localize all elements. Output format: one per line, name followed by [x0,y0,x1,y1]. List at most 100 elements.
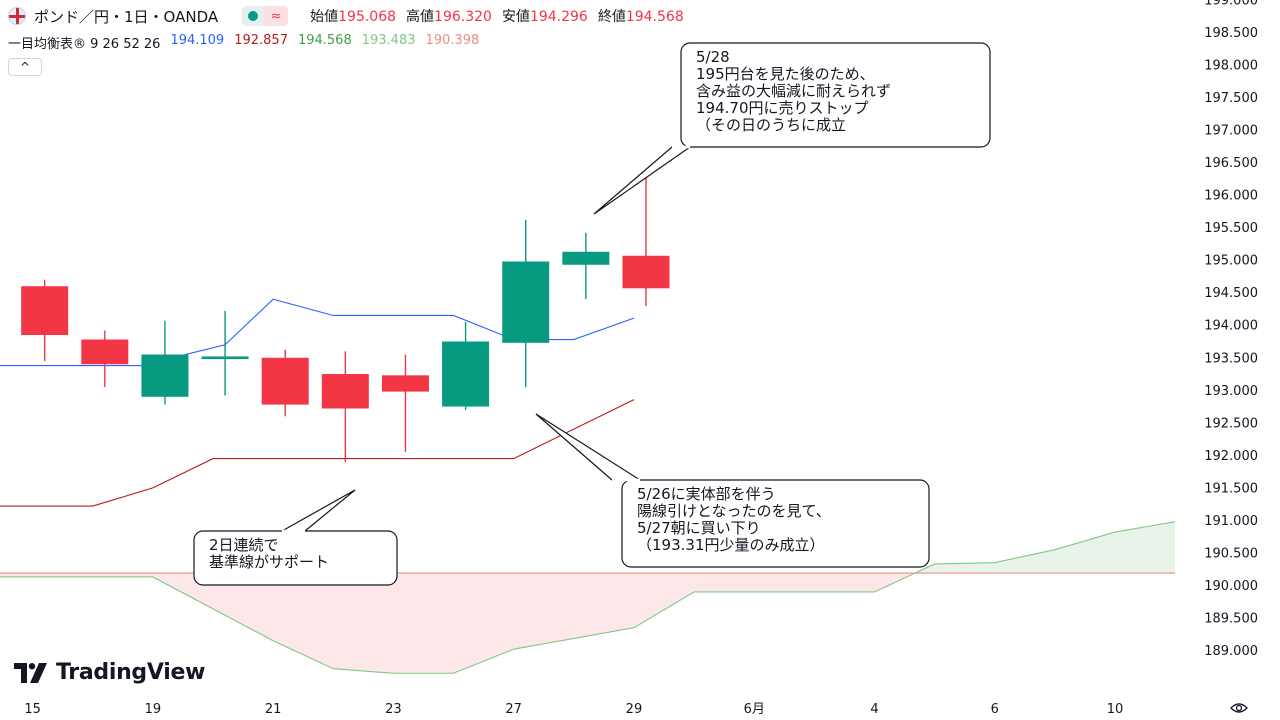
logo-text: TradingView [56,660,206,685]
price-tick-label: 198.500 [1204,26,1258,41]
high-value: 196.320 [434,9,492,25]
price-tick-label: 189.000 [1204,644,1258,659]
senkou-b-value: 190.398 [425,33,480,48]
kijun-value: 192.857 [234,33,288,48]
collapse-legend-button[interactable]: ^ [8,58,42,76]
price-tick-label: 197.000 [1204,124,1258,139]
callout-pointer [593,146,692,215]
kumo-cloud-segment [633,573,695,628]
candle-body [562,251,610,265]
candle-body [201,356,249,360]
price-tick-label: 195.000 [1204,254,1258,269]
close-label: 終値 [597,9,626,25]
candle-body [381,375,429,392]
time-tick-label: 6月 [744,702,765,717]
chikou-value: 194.568 [297,33,352,48]
symbol-title[interactable]: ポンド／円・1日・OANDA [34,7,219,26]
kumo-cloud-segment [453,573,514,674]
time-tick-label: 19 [145,702,162,717]
low-label: 安値 [501,9,530,25]
candle-body [502,261,550,343]
price-tick-label: 196.500 [1204,156,1258,171]
candle-body [321,374,369,409]
price-tick-label: 198.000 [1204,59,1258,74]
kumo-cloud-segment [152,573,274,641]
kumo-cloud-segment [994,549,1055,574]
time-tick-label: 10 [1107,702,1124,717]
candle-body [81,339,129,365]
plot-area [0,174,1176,674]
kumo-cloud-segment [694,573,875,592]
callout-text-line: 陽線引けとなったのを見て、 [637,502,831,520]
chevron-up-icon: ^ [19,60,31,74]
price-tick-label: 196.000 [1204,189,1258,204]
senkou-a-value: 193.483 [361,33,416,48]
uk-flag-icon [8,7,26,25]
tradingview-logo-icon [14,662,47,683]
candle-body [622,255,670,289]
kumo-cloud-segment [1114,521,1176,574]
tenkan-value: 194.109 [170,33,225,48]
time-tick-label: 4 [870,702,878,717]
time-tick-label: 29 [626,702,643,717]
price-tick-label: 189.500 [1204,611,1258,626]
time-tick-label: 21 [265,702,282,717]
low-value: 194.296 [529,9,588,25]
price-axis: 189.000 189.500 190.000 190.500 191.000 191.5… [1204,0,1258,659]
kumo-cloud-segment [393,573,454,674]
annotation-callout: 5/26に実体部を伴う陽線引けとなったのを見て、5/27朝に買い下り（193.3… [535,413,930,568]
kumo-cloud-segment [1054,532,1115,574]
price-tick-label: 191.500 [1204,481,1258,496]
kumo-cloud-segment [333,573,394,674]
callout-text-line: （193.31円少量のみ成立） [637,536,825,554]
tradingview-logo[interactable]: TradingView [14,660,205,685]
close-value: 194.568 [625,9,684,25]
senkou-span-a-line [0,521,1176,674]
price-tick-label: 192.500 [1204,416,1258,431]
time-tick-label: 6 [991,702,999,717]
callout-text-line: 基準線がサポート [209,553,329,571]
candle-body [442,341,490,407]
price-tick-label: 194.500 [1204,286,1258,301]
price-tick-label: 193.500 [1204,351,1258,366]
candle-body [21,286,69,335]
indicator-name[interactable]: 一目均衡表® 9 26 52 26 [8,37,161,52]
kumo-cloud-segment [513,573,634,650]
market-status[interactable]: ≈ [242,6,289,26]
candle-body [261,357,309,405]
scale-settings-icon[interactable] [1230,699,1248,717]
price-tick-label: 197.500 [1204,91,1258,106]
time-tick-label: 23 [385,702,402,717]
callout-text-line: 194.70円に売りストップ [696,99,869,117]
price-tick-label: 190.000 [1204,579,1258,594]
time-tick-label: 15 [24,702,41,717]
callout-text-line: 5/28 [696,48,730,66]
callout-text-line: 含み益の大幅減に耐えられず [696,82,891,100]
price-tick-label: 195.500 [1204,221,1258,236]
open-value: 195.068 [338,9,397,25]
callout-text-line: 2日連続で [209,536,279,554]
price-tick-label: 199.000 [1204,0,1258,9]
price-tick-label: 194.000 [1204,319,1258,334]
kumo-cloud-segment [0,573,153,577]
indicator-legend[interactable]: 一目均衡表® 9 26 52 26 194.109 192.857 194.56… [8,33,479,52]
price-tick-label: 193.000 [1204,384,1258,399]
callout-text-line: （その日のうちに成立 [696,116,846,134]
time-tick-label: 27 [505,702,522,717]
chart-header: ポンド／円・1日・OANDA ≈ 始値195.068 高値196.320 安値1… [8,6,684,26]
kumo-cloud-segment [934,562,995,574]
data-delay-icon: ≈ [264,6,289,26]
price-tick-label: 190.500 [1204,546,1258,561]
ohlc-values: 始値195.068 高値196.320 安値194.296 終値194.568 [310,6,684,26]
market-open-dot-icon [248,11,259,21]
callout-pointer [535,413,643,481]
price-tick-label: 192.000 [1204,449,1258,464]
kumo-cloud-segment [273,573,334,669]
callout-pointer [279,489,356,532]
candle-body [141,354,189,397]
time-axis: 15 19 21 23 27 29 6月 4 6 10 [24,702,1123,717]
callout-text-line: 195円台を見た後のため、 [696,65,875,83]
